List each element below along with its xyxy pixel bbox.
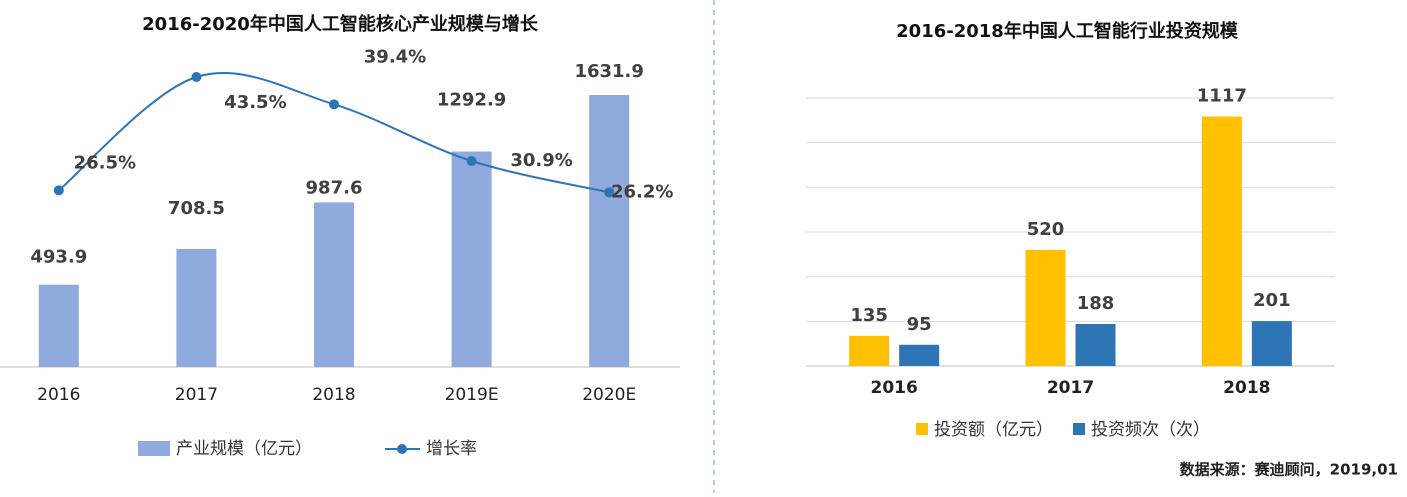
x-tick-label: 2016 — [37, 385, 80, 405]
legend-swatch — [916, 423, 928, 435]
bar — [1075, 324, 1116, 366]
data-label: 188 — [1077, 293, 1115, 314]
data-label: 1631.9 — [574, 61, 643, 82]
legend-label: 投资频次（次） — [1091, 420, 1210, 440]
data-label: 201 — [1253, 290, 1291, 311]
chart-title: 2016-2018年中国人工智能行业投资规模 — [896, 20, 1239, 42]
line — [58, 72, 610, 194]
data-label: 1117 — [1197, 86, 1247, 107]
x-tick-label: 2018 — [1223, 378, 1270, 398]
x-tick-label: 2017 — [1047, 378, 1094, 398]
bar — [176, 248, 217, 367]
bar — [849, 335, 890, 366]
legend-marker — [397, 444, 407, 454]
bar — [899, 344, 940, 366]
source-note: 数据来源：赛迪顾问，2019,01 — [1180, 461, 1398, 479]
legend-label: 增长率 — [426, 439, 477, 459]
x-tick-label: 2020E — [582, 385, 636, 405]
bar — [589, 95, 630, 368]
line-marker — [53, 185, 64, 196]
x-tick-label: 2016 — [871, 378, 918, 398]
x-tick-label: 2017 — [175, 385, 218, 405]
x-tick-label: 2018 — [312, 385, 355, 405]
data-label: 26.5% — [74, 152, 136, 173]
chart-title: 2016-2020年中国人工智能核心产业规模与增长 — [142, 13, 539, 35]
bar — [314, 202, 354, 367]
bar — [1251, 321, 1292, 366]
legend-swatch — [1073, 423, 1085, 435]
data-label: 1292.9 — [437, 90, 506, 111]
data-label: 43.5% — [224, 92, 286, 113]
data-label: 493.9 — [30, 247, 87, 268]
data-label: 95 — [907, 314, 932, 335]
bar — [1025, 249, 1066, 366]
legend-label: 投资额（亿元） — [934, 420, 1053, 440]
line-marker — [604, 187, 615, 198]
line-marker — [191, 72, 202, 82]
bar — [38, 284, 79, 367]
legend-label: 产业规模（亿元） — [176, 439, 312, 459]
data-label: 708.5 — [168, 198, 225, 219]
legend-swatch — [138, 441, 170, 456]
data-label: 30.9% — [510, 150, 572, 171]
data-label: 135 — [850, 305, 888, 326]
bar — [451, 151, 492, 367]
bar — [1201, 116, 1242, 366]
line-marker — [329, 99, 339, 110]
x-tick-label: 2019E — [445, 385, 499, 405]
line-marker — [466, 156, 477, 166]
data-label: 987.6 — [306, 177, 363, 198]
data-label: 39.4% — [364, 46, 426, 67]
data-label: 26.2% — [611, 181, 673, 202]
data-label: 520 — [1027, 219, 1065, 240]
